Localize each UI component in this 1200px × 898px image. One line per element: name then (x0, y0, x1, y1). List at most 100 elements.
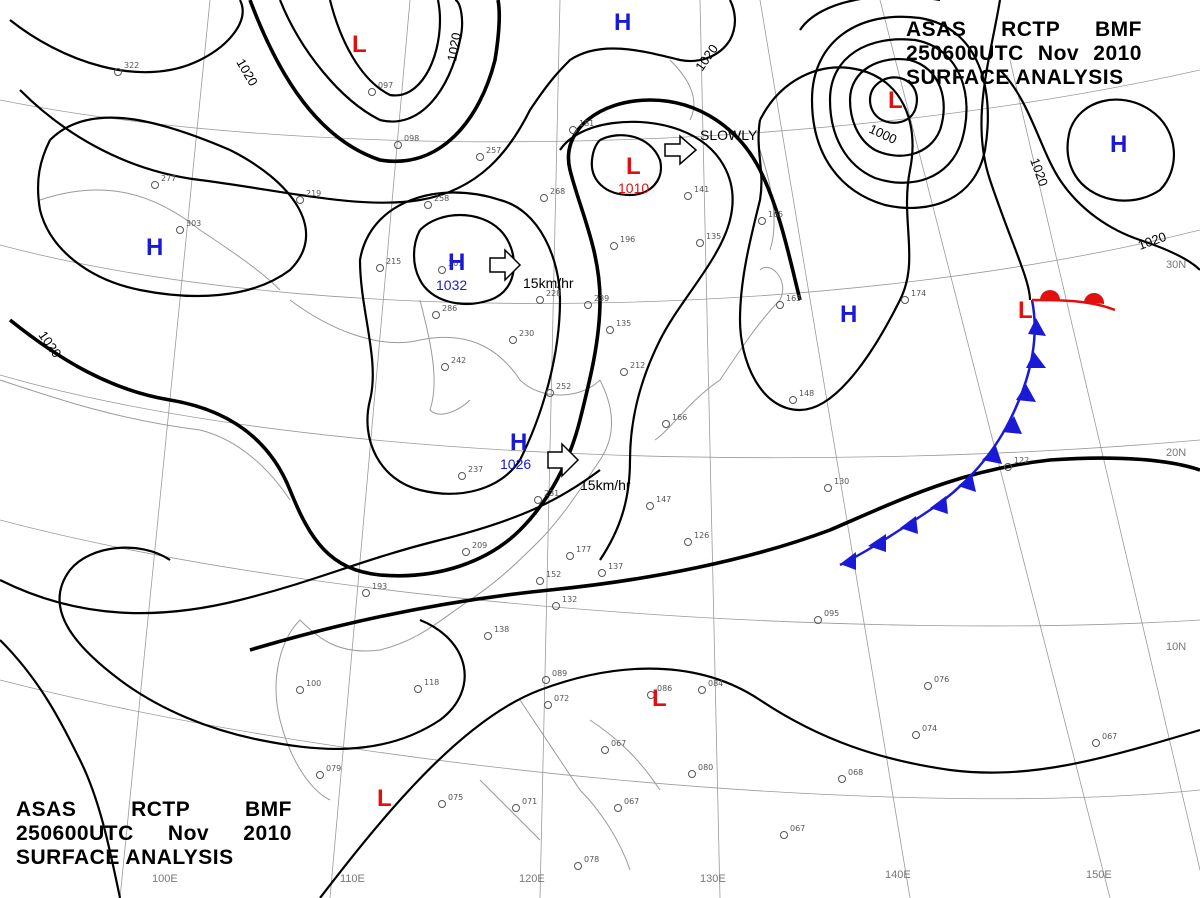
high-center-value: 1032 (436, 277, 467, 293)
station-marker (484, 632, 492, 640)
motion-labels: SLOWLY 15km/hr 15km/hr (523, 127, 758, 493)
station-value: 230 (519, 329, 534, 338)
station-marker (540, 194, 548, 202)
station-marker (569, 126, 577, 134)
high-center-marker: H (1110, 131, 1127, 158)
station-marker (814, 616, 822, 624)
svg-text:1020: 1020 (444, 31, 464, 62)
station-value: 322 (124, 61, 139, 70)
station-value: 165 (768, 210, 783, 219)
station-marker (509, 336, 517, 344)
station-marker (316, 771, 324, 779)
title-month: Nov (1037, 42, 1080, 65)
station-value: 138 (494, 625, 509, 634)
title-row-2: 250600UTC Nov 2010 (16, 822, 292, 846)
map-title-top-right: ASAS RCTP BMF 250600UTC Nov 2010 SURFACE… (906, 18, 1142, 90)
station-marker (912, 731, 920, 739)
station-marker (776, 301, 784, 309)
motion-arrows (489, 134, 698, 478)
station-value: 137 (608, 562, 623, 571)
station-value: 252 (556, 382, 571, 391)
high-center-marker: H (510, 429, 527, 456)
station-marker (512, 804, 520, 812)
station-value: 097 (378, 81, 393, 90)
station-value: 089 (552, 669, 567, 678)
station-value: 152 (546, 570, 561, 579)
station-marker (362, 589, 370, 597)
station-marker (441, 363, 449, 371)
station-value: 067 (624, 797, 639, 806)
low-center-marker: L (888, 87, 903, 114)
station-value: 078 (584, 855, 599, 864)
station-value: 067 (611, 739, 626, 748)
station-marker (414, 685, 422, 693)
station-marker (458, 472, 466, 480)
svg-text:1000: 1000 (867, 121, 900, 147)
station-value: 166 (672, 413, 687, 422)
svg-text:140E: 140E (885, 869, 911, 881)
title-agency: ASAS (16, 798, 77, 821)
station-marker (684, 192, 692, 200)
station-marker (620, 368, 628, 376)
station-value: 130 (834, 477, 849, 486)
title-agency: ASAS (906, 18, 967, 41)
station-value: 100 (306, 679, 321, 688)
svg-text:SLOWLY: SLOWLY (700, 127, 758, 143)
station-marker (438, 266, 446, 274)
station-value: 231 (544, 489, 559, 498)
station-marker (151, 181, 159, 189)
station-marker (536, 296, 544, 304)
station-value: 147 (656, 495, 671, 504)
station-value: 135 (616, 319, 631, 328)
svg-text:15km/hr: 15km/hr (523, 275, 574, 291)
station-value: 196 (620, 235, 635, 244)
station-marker (584, 301, 592, 309)
station-value: 068 (848, 768, 863, 777)
station-marker (780, 831, 788, 839)
svg-text:1020: 1020 (692, 41, 721, 73)
axis-labels: 100E 110E 120E 130E 140E 150E 30N 20N 10… (152, 259, 1186, 885)
station-value: 072 (554, 694, 569, 703)
station-value: 095 (824, 609, 839, 618)
title-month: Nov (167, 822, 210, 845)
station-value: 163 (786, 294, 801, 303)
station-marker (546, 389, 554, 397)
title-product: SURFACE ANALYSIS (906, 66, 1124, 89)
station-value: 303 (186, 219, 201, 228)
station-value: 239 (594, 294, 609, 303)
station-value: 067 (1102, 732, 1117, 741)
station-value: 122 (1014, 456, 1029, 465)
station-value: 174 (911, 289, 926, 298)
station-marker (552, 602, 560, 610)
title-year: 2010 (243, 822, 292, 845)
svg-text:130E: 130E (700, 873, 726, 885)
title-year: 2010 (1093, 42, 1142, 65)
station-marker (534, 496, 542, 504)
station-value: 215 (386, 257, 401, 266)
station-marker (789, 396, 797, 404)
high-center-marker: H (146, 234, 163, 261)
station-value: 079 (326, 764, 341, 773)
station-marker (438, 800, 446, 808)
title-station: RCTP (131, 798, 191, 821)
station-value: 286 (442, 304, 457, 313)
title-row-1: ASAS RCTP BMF (16, 798, 292, 822)
low-center-marker: L (377, 785, 392, 812)
station-value: 277 (161, 174, 176, 183)
svg-text:1020: 1020 (1027, 156, 1051, 188)
station-value: 084 (708, 679, 723, 688)
station-value: 075 (448, 793, 463, 802)
station-marker (462, 548, 470, 556)
svg-text:10N: 10N (1166, 641, 1186, 653)
station-marker (662, 420, 670, 428)
station-marker (601, 746, 609, 754)
station-value: 209 (472, 541, 487, 550)
station-marker (824, 484, 832, 492)
station-marker (424, 201, 432, 209)
station-value: 177 (576, 545, 591, 554)
title-station: RCTP (1001, 18, 1061, 41)
title-code: BMF (1095, 18, 1142, 41)
station-value: 268 (550, 187, 565, 196)
svg-text:120E: 120E (519, 873, 545, 885)
